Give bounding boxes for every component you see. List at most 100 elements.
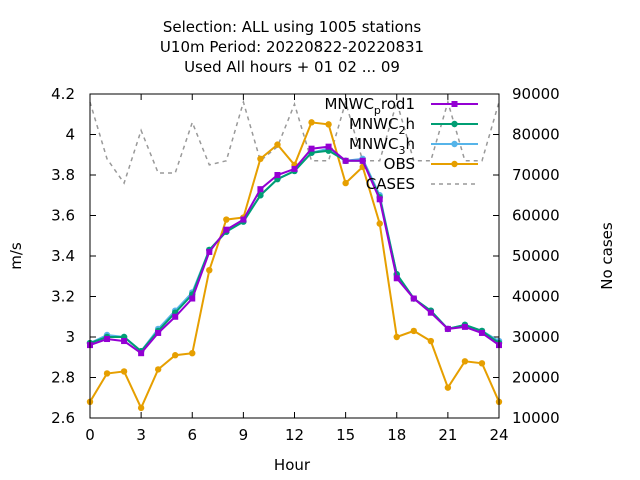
data-point [189,295,196,302]
data-point [308,145,315,152]
data-point [206,248,213,255]
data-point [172,313,179,320]
data-point [376,196,383,203]
series-MNWC_3h [86,145,503,355]
x-tick-label: 3 [136,426,146,444]
data-point [274,141,281,148]
legend-swatch-marker [451,101,458,107]
data-point [155,329,162,336]
data-point [410,295,417,302]
plot-frame [89,93,500,419]
legend-label: MNWC2h [349,115,415,137]
data-point [478,360,486,367]
y-tick-label: 4.2 [51,85,75,103]
data-point [291,165,298,172]
data-point [342,157,349,164]
data-point [393,333,400,341]
legend-label: OBS [384,155,415,173]
y2-tick-label: 10000 [512,409,560,427]
data-point [138,350,145,357]
y-tick-label: 3 [65,328,75,346]
data-point [121,338,128,345]
legend-label: CASES [366,175,415,193]
series-layer [86,99,503,412]
data-point [137,404,145,412]
data-point [461,323,468,330]
data-point [444,325,451,332]
x-tick-label: 0 [85,426,95,444]
y2-tick-label: 20000 [512,369,560,387]
axis-ticks: 0 3 6 9 12 15 18 21 24 2.6 2.8 3 3.2 3.4 3.6 3.8 4 4.2 100… [51,85,560,444]
x-tick-label: 9 [239,426,249,444]
data-point [325,143,332,150]
data-point [103,370,111,377]
data-point [376,220,383,227]
data-point [444,384,452,391]
data-point [478,329,485,336]
y2-tick-label: 40000 [512,288,560,306]
data-point [325,121,332,128]
series-MNWC_prod1 [87,143,502,357]
series-line-CASES [89,99,500,185]
data-point [427,337,435,345]
series-MNWC_2h [86,147,503,355]
y-tick-label: 3.4 [51,247,75,265]
chart-title: Selection: ALL using 1005 stations U10m … [160,18,424,76]
series-line-MNWC_3h [89,147,500,353]
legend-entry-MNWC_3h: MNWC3h [349,135,478,157]
y-tick-label: 3.6 [51,207,75,225]
x-axis-label: Hour [274,456,311,474]
legend-entry-OBS: OBS [384,155,478,173]
legend-swatch-marker [451,140,458,148]
legend-swatch-marker [451,120,458,128]
data-point [120,368,128,375]
data-point [461,358,469,365]
y2-tick-label: 60000 [512,207,560,225]
x-tick-label: 18 [387,426,406,444]
data-point [104,336,111,343]
data-point [206,266,213,274]
data-point [342,179,349,187]
y-tick-label: 3.2 [51,288,75,306]
series-line-MNWC_prod1 [89,145,500,355]
title-line-2: U10m Period: 20220822-20220831 [160,38,424,56]
y-tick-label: 2.8 [51,369,75,387]
legend-label: MNWCprod1 [324,95,415,117]
data-point [393,275,400,282]
data-point [257,186,264,193]
title-line-1: Selection: ALL using 1005 stations [163,18,422,36]
y-tick-label: 3.8 [51,166,75,184]
legend-entry-MNWC_2h: MNWC2h [349,115,478,137]
y2-tick-label: 70000 [512,166,560,184]
data-point [308,119,315,126]
data-point [274,172,281,178]
data-point [427,309,434,316]
y2-axis-label: No cases [598,222,616,290]
title-line-3: Used All hours + 01 02 ... 09 [184,58,400,76]
series-OBS [86,119,503,412]
x-tick-label: 12 [285,426,304,444]
y-tick-label: 2.6 [51,409,75,427]
data-point [240,216,247,223]
y-axis-label: m/s [7,242,25,270]
y2-tick-label: 80000 [512,126,560,144]
data-point [223,216,230,223]
data-point [257,155,264,162]
data-point [172,352,179,359]
y2-tick-label: 50000 [512,247,560,265]
data-point [359,157,366,164]
y2-tick-label: 90000 [512,85,560,103]
legend-entry-CASES: CASES [366,175,478,193]
data-point [410,327,417,335]
data-point [223,226,230,233]
x-tick-label: 21 [438,426,457,444]
series-line-MNWC_2h [89,149,500,353]
x-tick-label: 6 [187,426,197,444]
x-tick-label: 24 [489,426,508,444]
y-tick-label: 4 [65,126,75,144]
data-point [189,350,196,357]
legend-swatch-marker [451,160,458,168]
series-CASES [89,99,500,185]
